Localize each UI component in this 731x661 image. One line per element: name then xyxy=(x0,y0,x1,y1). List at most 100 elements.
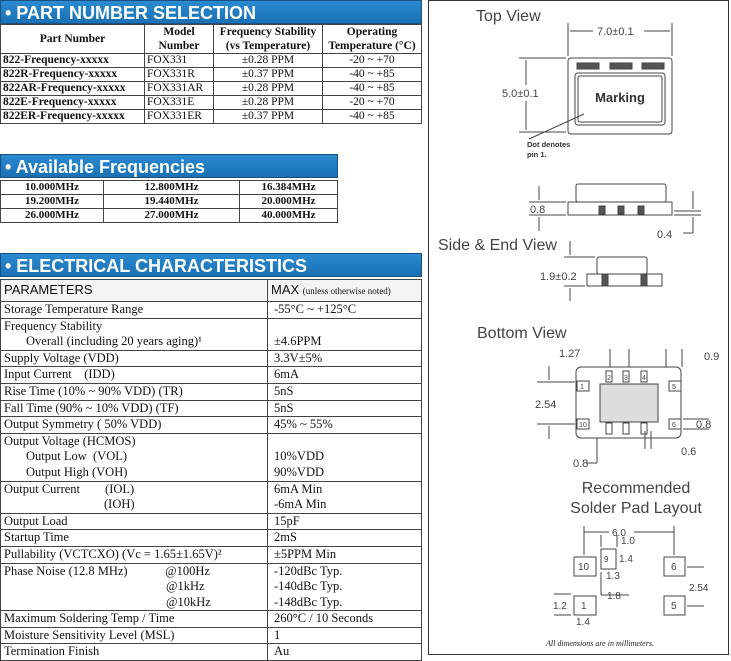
value-line: 10%VDD xyxy=(274,449,324,464)
solder-title-line-2: Solder Pad Layout xyxy=(570,500,702,517)
parameter-line: Output Low (VOL) xyxy=(26,449,128,464)
package-top-outline xyxy=(567,57,673,135)
model-number-cell: FOX331R xyxy=(144,67,214,82)
parameter-line: Output Symmetry ( 50% VDD) xyxy=(4,417,162,432)
value-cell: 5nS xyxy=(267,399,422,418)
table-row: Maximum Soldering Temp / Time 260°C / 10 … xyxy=(0,610,422,628)
table-row: 19.200MHz 19.440MHz 20.000MHz xyxy=(0,194,338,209)
part-number-cell: 822R-Frequency-xxxxx xyxy=(0,67,145,82)
value-line: -6mA Min xyxy=(274,497,327,512)
solder-pad-5 xyxy=(663,595,686,616)
table-row: Output Load 15pF xyxy=(0,512,422,531)
frequency-stability-cell: ±0.28 PPM xyxy=(213,81,323,96)
parameter-cell: Fall Time (90% ~ 10% VDD) (TF) xyxy=(0,399,268,418)
height-dimension: 5.0±0.1 xyxy=(502,88,539,100)
electrical-table: PARAMETERS MAX (unless otherwise noted) … xyxy=(0,279,422,661)
value-cell: 15pF xyxy=(267,512,422,531)
end-cap xyxy=(596,256,648,275)
table-row: 822-Frequency-xxxxx FOX331 ±0.28 PPM -20 ~ … xyxy=(0,53,422,68)
frequency-cell: 20.000MHz xyxy=(239,194,338,209)
model-number-cell: FOX331ER xyxy=(144,109,214,124)
operating-temperature-cell: -40 ~ +85 xyxy=(322,67,422,82)
value-line: 1 xyxy=(274,627,281,642)
pin-5-label: 5 xyxy=(672,384,676,391)
parameter-cell: Output Load xyxy=(0,512,268,531)
table-row: Frequency Stability Overall (including 20… xyxy=(0,317,422,351)
parameter-line: Output Current (IOL) xyxy=(4,481,135,496)
parameter-cell: Pullability (VCTCXO) (Vc = 1.65±1.65V)² xyxy=(0,545,268,564)
frequency-stability-cell: ±0.37 PPM xyxy=(213,67,323,82)
parameter-line: Phase Noise (12.8 MHz) @100Hz xyxy=(4,563,210,578)
side-dim-0-4: 0.4 xyxy=(657,229,672,241)
parameter-line: (IOH) xyxy=(104,497,135,512)
solder-dim-1-8: 1.8 xyxy=(607,591,621,602)
solder-dim-2-54: 2.54 xyxy=(689,583,709,594)
frequency-cell: 19.440MHz xyxy=(103,194,240,209)
end-height-dimension: 1.9±0.2 xyxy=(540,271,577,283)
value-cell: 1 xyxy=(267,626,422,645)
value-cell: 2mS xyxy=(267,529,422,547)
value-line: ±4.6PPM xyxy=(274,334,322,349)
table-row: 822E-Frequency-xxxxx FOX331E ±0.28 PPM -20 … xyxy=(0,95,422,110)
value-cell: -120dBc Typ. -140dBc Typ. -148dBc Typ. xyxy=(267,562,422,612)
value-line: -55°C ~ +125°C xyxy=(274,302,357,316)
max-note: (unless otherwise noted) xyxy=(302,286,391,296)
table-row: Phase Noise (12.8 MHz) @100Hz @1kHz @10kHz… xyxy=(0,562,422,612)
table-row: 822ER-Frequency-xxxxx FOX331ER ±0.37 PPM -4… xyxy=(0,109,422,124)
value-line: -120dBc Typ. xyxy=(274,563,343,578)
value-line xyxy=(274,434,418,450)
frequencies-section-title: • Available Frequencies xyxy=(0,154,338,178)
table-row: Input Current (IDD) 6mA xyxy=(0,366,422,384)
value-cell: ±5PPM Min xyxy=(267,545,422,564)
frequency-stability-cell: ±0.28 PPM xyxy=(213,53,323,68)
solder-dim-1-2: 1.2 xyxy=(553,601,567,612)
model-number-cell: FOX331AR xyxy=(144,81,214,96)
header-model-number: Model Number xyxy=(144,24,214,54)
operating-temperature-cell: -20 ~ +70 xyxy=(322,53,422,68)
table-row: 10.000MHz 12.800MHz 16.384MHz xyxy=(0,180,338,195)
operating-temperature-cell: -40 ~ +85 xyxy=(322,81,422,96)
part-number-cell: 822-Frequency-xxxxx xyxy=(0,53,145,68)
solder-dim-1-0: 1.0 xyxy=(621,536,635,547)
table-row: Fall Time (90% ~ 10% VDD) (TF) 5nS xyxy=(0,399,422,418)
pin-6-label: 6 xyxy=(672,422,676,429)
table-row: Termination Finish Au xyxy=(0,643,422,661)
package-drawing: Top View 7.0±0.1 5.0±0.1 Marking Dot den… xyxy=(438,8,719,648)
max-header: MAX xyxy=(271,282,300,297)
pin-3-label: 3 xyxy=(624,375,628,382)
value-cell: 3.3V±5% xyxy=(267,349,422,368)
pin-2-label: 2 xyxy=(607,375,611,382)
value-line: 260°C / 10 Seconds xyxy=(274,611,374,626)
solder-dim-6-0: 6.0 xyxy=(612,528,626,539)
table-row: Storage Temperature Range -55°C ~ +125°C xyxy=(0,301,422,319)
operating-temperature-cell: -20 ~ +70 xyxy=(322,95,422,110)
parameter-line: Overall (including 20 years aging)¹ xyxy=(26,334,202,349)
dot-note-line-2: pin 1. xyxy=(527,150,547,159)
pin-1-label: 1 xyxy=(580,384,584,391)
parameter-cell: Output Current (IOL) (IOH) xyxy=(0,480,268,514)
marking-area xyxy=(577,75,663,123)
table-row: 822R-Frequency-xxxxx FOX331R ±0.37 PPM -40 … xyxy=(0,67,422,82)
parameter-line: Storage Temperature Range xyxy=(4,302,144,316)
value-cell: Au xyxy=(267,643,422,661)
model-number-cell: FOX331 xyxy=(144,53,214,68)
table-row: Startup Time 2mS xyxy=(0,529,422,547)
table-row: Output Current (IOL) (IOH) 6mA Min -6mA Min xyxy=(0,480,422,514)
frequency-stability-cell: ±0.37 PPM xyxy=(213,109,323,124)
parameter-line: Moisture Sensitivity Level (MSL) xyxy=(4,627,175,642)
part-number-cell: 822ER-Frequency-xxxxx xyxy=(0,109,145,124)
parameter-line: Output Load xyxy=(4,513,68,528)
top-pad xyxy=(609,62,633,70)
side-end-view-title: Side & End View xyxy=(438,237,557,254)
value-cell: 45% ~ 55% xyxy=(267,416,422,434)
bottom-dim-0-6: 0.6 xyxy=(681,446,696,458)
value-line: 5nS xyxy=(274,400,294,415)
parameter-line: Supply Voltage (VDD) xyxy=(4,350,119,365)
parameter-cell: Rise Time (10% ~ 90% VDD) (TR) xyxy=(0,382,268,401)
parameter-line: Pullability (VCTCXO) (Vc = 1.65±1.65V)² xyxy=(4,546,222,561)
parameter-line: Startup Time xyxy=(4,530,69,545)
parameter-cell: Output Symmetry ( 50% VDD) xyxy=(0,416,268,434)
dot-note-line-1: Dot denotes xyxy=(527,140,570,149)
model-number-cell: FOX331E xyxy=(144,95,214,110)
value-line: 6mA xyxy=(274,367,299,382)
